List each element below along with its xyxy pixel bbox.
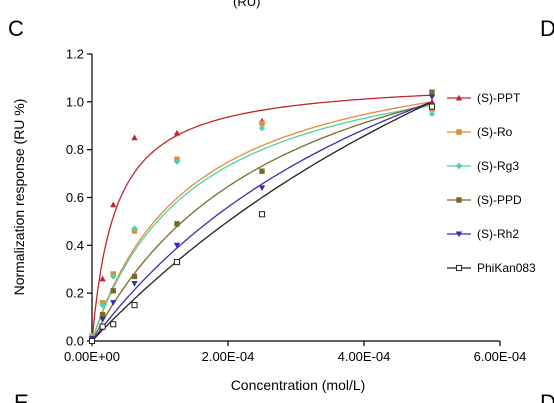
fit-curve <box>91 104 433 342</box>
data-point <box>173 259 181 266</box>
data-point <box>99 311 106 318</box>
x-tick-label: 0.00E+00 <box>64 349 120 364</box>
panel-letter-e: E <box>14 390 29 403</box>
fit-curve <box>91 101 433 342</box>
x-tick-label: 4.00E-04 <box>338 349 391 364</box>
y-tick-label: 0.2 <box>66 286 84 301</box>
data-point <box>428 103 436 110</box>
fit-curve <box>91 101 433 342</box>
data-point <box>99 301 106 309</box>
data-point <box>131 225 138 232</box>
y-tick-label: 0.6 <box>66 190 84 205</box>
panel-letter-d-bottom: D <box>540 390 554 403</box>
data-point <box>259 168 265 174</box>
legend-label: (S)-PPD <box>477 193 522 207</box>
data-point <box>99 323 106 330</box>
data-point <box>99 275 106 282</box>
x-tick-label: 2.00E-04 <box>202 349 255 364</box>
data-point <box>110 321 117 328</box>
legend-marker <box>455 264 463 272</box>
legend-label: (S)-PPT <box>477 91 521 105</box>
data-point <box>258 211 266 218</box>
data-point <box>131 134 138 141</box>
data-point <box>258 124 266 132</box>
fit-curve <box>91 94 433 342</box>
data-point <box>173 158 181 165</box>
fit-curve <box>91 102 433 342</box>
x-axis-title: Concentration (mol/L) <box>231 377 366 393</box>
legend-label: PhiKan083 <box>477 261 536 275</box>
data-point <box>428 110 436 117</box>
legend-marker <box>455 162 463 170</box>
panel-letter-c: C <box>8 16 24 41</box>
data-point <box>428 98 436 105</box>
data-point <box>174 221 180 227</box>
y-tick-label: 1.2 <box>66 47 84 62</box>
data-point <box>131 273 138 280</box>
legend-marker <box>456 129 462 135</box>
x-ticks: 0.00E+00 2.00E-04 4.00E-04 6.00E-04 <box>64 341 526 364</box>
data-point <box>173 242 181 249</box>
y-axis-title: Normalization response (RU %) <box>11 99 27 296</box>
y-tick-label: 1.0 <box>66 94 84 109</box>
legend-marker <box>456 197 462 203</box>
data-point <box>259 120 265 127</box>
data-point <box>99 316 106 323</box>
data-points <box>88 89 436 345</box>
data-point <box>258 185 266 192</box>
data-point <box>110 201 117 208</box>
y-tick-label: 0.4 <box>66 238 84 253</box>
data-point <box>88 337 96 345</box>
data-point <box>131 302 138 309</box>
fit-curves <box>91 94 433 342</box>
legend-label: (S)-Rg3 <box>477 159 519 173</box>
legend-label: (S)-Ro <box>477 125 513 139</box>
y-ticks: 0.0 0.2 0.4 0.6 0.8 1.0 1.2 <box>66 47 92 349</box>
legend-marker <box>455 94 463 101</box>
legend-marker <box>455 231 463 238</box>
x-tick-label: 6.00E-04 <box>474 349 527 364</box>
data-point <box>429 89 435 95</box>
fit-curve <box>91 101 433 342</box>
legend: (S)-PPT (S)-Ro (S)-Rg3 (S)-PPD (S)-Rh2 PhiKan… <box>447 91 536 275</box>
data-point <box>110 300 117 306</box>
data-point <box>110 273 117 280</box>
y-tick-label: 0.0 <box>66 334 84 349</box>
clipped-top-text: (RU) <box>233 0 260 9</box>
panel-letter-d: D <box>540 16 554 41</box>
data-point <box>131 281 138 287</box>
data-point <box>110 288 116 294</box>
data-point <box>428 94 436 101</box>
legend-label: (S)-Rh2 <box>477 227 519 241</box>
y-tick-label: 0.8 <box>66 142 84 157</box>
data-point <box>173 129 181 136</box>
